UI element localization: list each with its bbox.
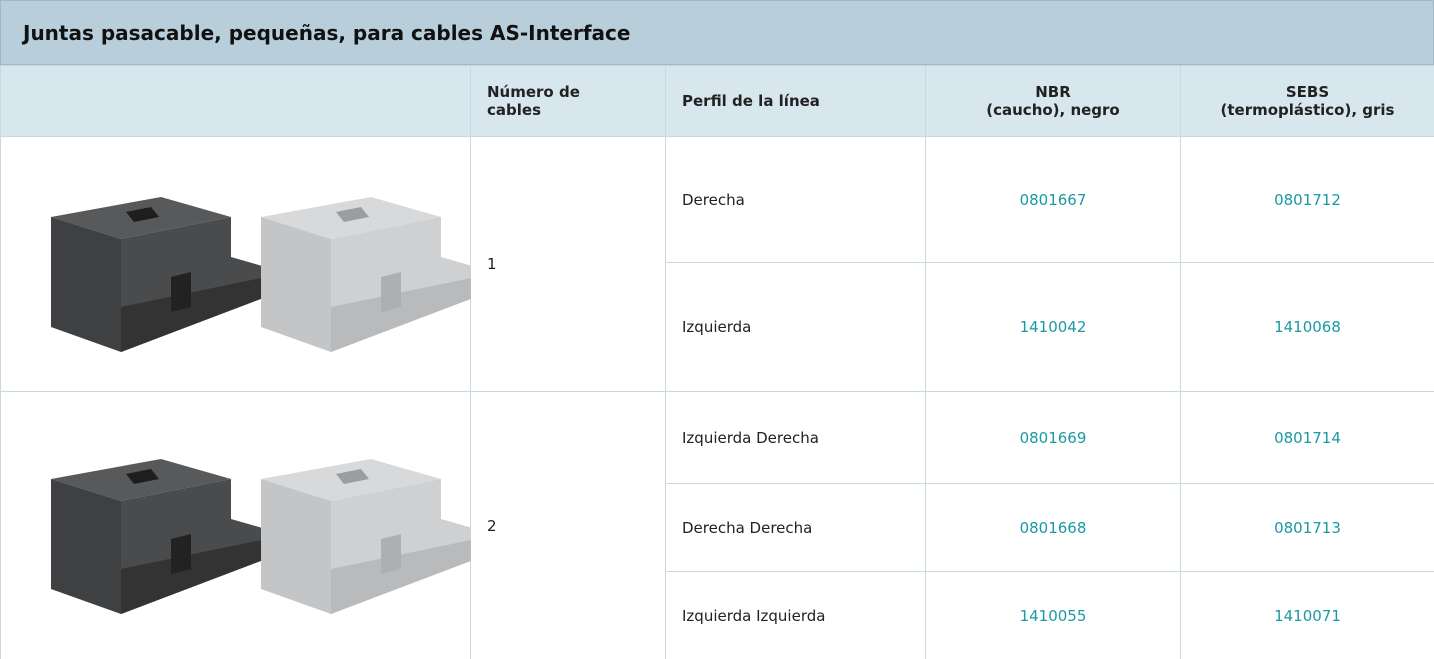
- header-text: SEBS: [1285, 83, 1330, 101]
- table-row: 2 Izquierda Derecha 0801669 0801714: [0, 391, 1434, 659]
- table-row: Izquierda Izquierda 1410055 1410071: [1, 571, 1434, 659]
- header-row: Número de cables Perfil de la línea NBR (cau…: [0, 65, 1434, 137]
- article-number[interactable]: 0801667: [925, 135, 1181, 264]
- article-number[interactable]: 1410071: [1180, 571, 1434, 659]
- article-number[interactable]: 1410042: [925, 262, 1181, 392]
- profile: Derecha Derecha: [665, 483, 926, 572]
- header-cell: Número de cables: [470, 65, 666, 137]
- cable-count: 2: [470, 391, 666, 659]
- article-number[interactable]: 1410068: [1180, 262, 1434, 392]
- article-number[interactable]: 0801712: [1180, 135, 1434, 264]
- header-text: NBR: [1035, 83, 1071, 101]
- header-cell: Perfil de la línea: [665, 65, 926, 137]
- profile: Izquierda Izquierda: [665, 571, 926, 659]
- product-table: Número de cables Perfil de la línea NBR (cau…: [0, 65, 1434, 659]
- article-number[interactable]: 0801668: [925, 483, 1181, 572]
- cable-count: 1: [470, 136, 666, 392]
- article-number[interactable]: 0801713: [1180, 483, 1434, 572]
- table-row: 1 Derecha 0801667 0801712: [0, 135, 1434, 392]
- header-cell: NBR (caucho), negro: [925, 65, 1181, 137]
- table-title: Juntas pasacable, pequeñas, para cables …: [0, 0, 1434, 65]
- header-text: Perfil de la línea: [682, 92, 820, 110]
- header-cell: SEBS (termoplástico), gris: [1180, 65, 1434, 137]
- article-number[interactable]: 1410055: [925, 571, 1181, 659]
- header-text: (termoplástico), gris: [1220, 101, 1395, 119]
- header-text: cables: [487, 101, 541, 119]
- profile: Izquierda Derecha: [665, 391, 926, 484]
- article-number[interactable]: 0801714: [1180, 391, 1434, 484]
- image-cell: [0, 391, 476, 659]
- header-text: (caucho), negro: [986, 101, 1120, 119]
- article-number[interactable]: 0801669: [925, 391, 1181, 484]
- image-cell: [0, 136, 476, 392]
- product-image: [51, 197, 476, 352]
- profile: Derecha: [665, 135, 926, 264]
- header-cell: [0, 65, 471, 137]
- header-text: Número de: [487, 83, 580, 101]
- product-image: [51, 459, 476, 614]
- profile: Izquierda: [665, 262, 926, 392]
